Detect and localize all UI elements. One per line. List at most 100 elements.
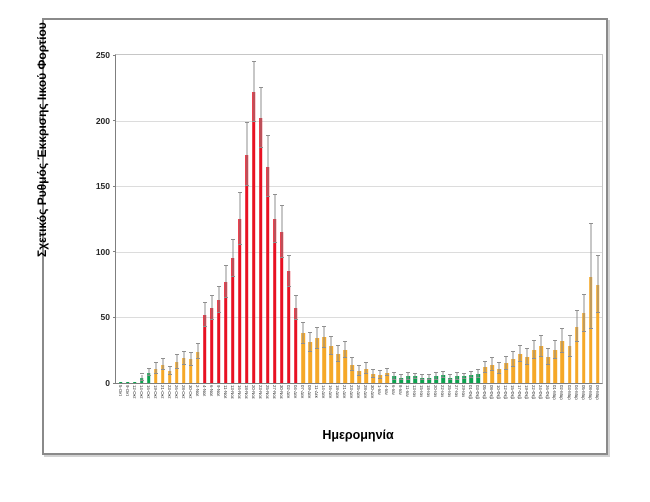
x-label-slot: 28-Οκτ [179,383,186,417]
x-tick-label: 02-Δεκ [285,385,291,399]
x-tick-label: 03-Φεβ [475,385,480,400]
x-label-slot: 01-Φεβ [467,383,474,417]
chart-panel: Σχετικός Ρυθμός Έκκρισης Ιικού Φορτίου 0… [35,18,608,455]
plot-area: 0 50 100 150 200 250 [96,50,603,388]
error-whisker-cap [328,336,333,338]
x-label-slot: 29-Ιαν [460,383,467,417]
x-label-slot: 11-Ιαν [404,383,411,417]
error-whisker-cap [328,354,333,356]
bar-09-Μαρ [595,284,600,383]
error-whisker-cap [321,346,326,348]
bar-slot [398,55,405,383]
error-whisker-cap [307,332,312,334]
x-tick-label: 28-Δεκ [362,385,368,399]
error-whisker-cap [223,296,228,298]
error-whisker-cap [392,378,397,380]
error-whisker [569,335,570,357]
x-label-slot: 18-Ιαν [425,383,432,417]
x-label-slot: 22-Φεβ [530,383,537,417]
x-tick-label: 2-Νοε [194,385,199,397]
error-whisker-cap [286,286,291,288]
x-label-slot: 21-Δεκ [341,383,348,417]
bar-slot [412,55,419,383]
bar-slot [236,55,243,383]
error-whisker-cap [448,374,453,376]
bar-20-Νοε [252,91,256,383]
error-whisker-cap [525,363,530,365]
x-label-slot: 08-Φεβ [488,383,495,417]
y-tick-mark [113,251,116,253]
bar-slot [166,55,173,383]
bar-18-Νοε [244,154,249,383]
bar-slot [531,55,538,383]
x-label-slot: 30-Δεκ [369,383,376,417]
error-whisker-cap [483,361,488,363]
y-tick-mark [113,54,116,56]
x-tick-label: 25-Νοε [264,385,269,399]
error-whisker-cap [539,334,544,336]
error-whisker-cap [230,239,235,240]
error-whisker-cap [286,254,291,256]
bar-slot [278,55,285,383]
error-whisker [576,310,578,343]
error-whisker-cap [357,364,362,366]
bar-03-Φεβ [476,373,481,383]
bar-23-Νοε [259,117,263,383]
error-whisker [554,341,556,360]
bar-slot [538,55,545,383]
error-whisker [239,192,241,246]
x-tick-label: 21-Οκτ [159,385,164,399]
x-tick-label: 12-Οκτ [131,385,136,399]
bar-slot [215,55,222,383]
bar-slot [327,55,334,383]
error-whisker-cap [539,355,544,357]
error-whisker-cap [588,328,593,330]
error-whisker-cap [504,368,509,370]
x-tick-label: 09-Μαρ [594,385,599,400]
gridline [116,186,602,188]
error-whisker-cap [188,364,193,366]
x-label-slot: 03-Φεβ [474,383,481,417]
x-label-slot: 23-Δεκ [348,383,355,417]
error-whisker [393,373,395,380]
error-whisker [141,374,143,382]
error-whisker-cap [511,350,516,352]
error-whisker [533,341,535,360]
bar-slot [222,55,229,383]
x-label-slot: 26-Φεβ [544,383,551,417]
bar-26-Φεβ [546,356,551,383]
x-tick-label: 11-Δεκ [313,385,319,398]
bar-slot [229,55,236,383]
error-whisker-cap [237,191,242,193]
bar-slot [334,55,341,383]
error-whisker [288,255,290,288]
x-tick-label: 30-Δεκ [369,385,375,399]
error-whisker-cap [237,244,242,246]
error-whisker [547,348,549,365]
x-tick-label: 8-Ιαν [397,385,403,395]
bar-series [116,55,602,383]
x-label-slot: 14-Δεκ [319,383,326,417]
error-whisker [190,352,192,366]
x-label-slot: 20-Νοε [249,383,256,417]
error-whisker-cap [258,86,263,88]
bar-05-Φεβ [483,367,488,383]
bar-4-Ιαν [385,372,389,383]
x-label-slot: 09-Δεκ [305,383,312,417]
bar-04-Μαρ [574,326,579,383]
bar-slot [503,55,510,383]
error-whisker-cap [202,325,207,327]
x-label-slot: 15-Ιαν [418,383,425,417]
bar-slot [356,55,363,383]
x-tick-label: 14-Οκτ [138,385,143,399]
bar-slot [482,55,489,383]
bar-slot [426,55,433,383]
x-tick-label: 9-Οκτ [124,385,129,397]
error-whisker-cap [469,370,474,372]
error-whisker-cap [209,295,214,297]
bar-9-Οκτ [125,381,130,383]
error-whisker [477,369,479,378]
error-whisker-cap [343,341,347,343]
error-whisker [204,302,206,327]
x-tick-label: 6-Ιαν [390,385,396,395]
